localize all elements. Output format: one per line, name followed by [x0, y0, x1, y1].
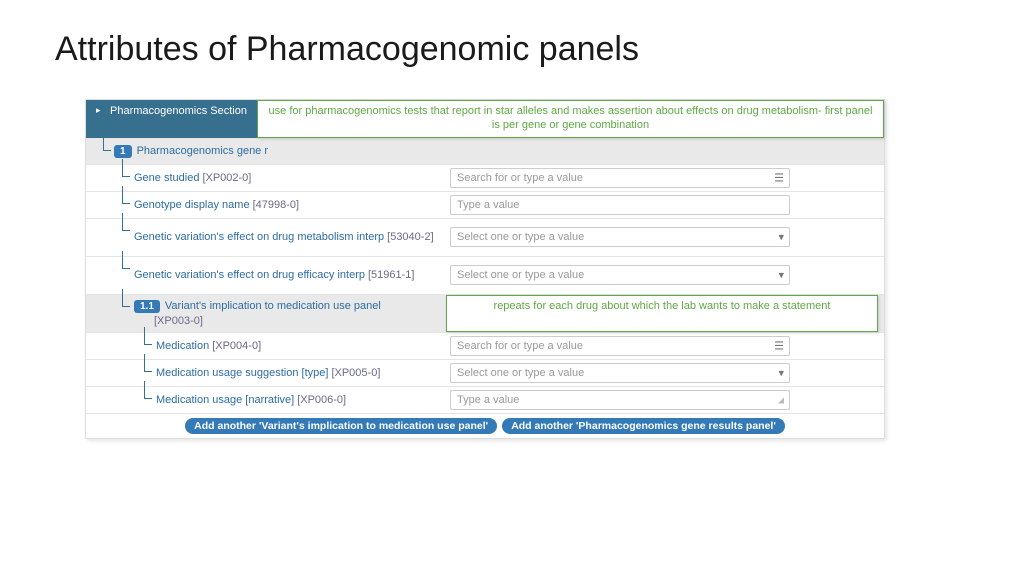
code-efficacy: [51961-1]	[368, 269, 414, 281]
placeholder-med-type: Select one or type a value	[457, 367, 584, 379]
chevron-down-icon: ▾	[778, 366, 784, 379]
placeholder-medication: Search for or type a value	[457, 340, 583, 352]
row-medication: Medication [XP004-0] Search for or type …	[86, 332, 884, 359]
row-gene: Gene studied [XP002-0] Search for or typ…	[86, 164, 884, 191]
code-metab: [53040-2]	[387, 231, 433, 243]
code-genotype: [47998-0]	[253, 199, 299, 211]
label-genotype: Genotype display name [47998-0]	[86, 192, 446, 218]
text-efficacy: Genetic variation's effect on drug effic…	[134, 269, 365, 281]
code-medication: [XP004-0]	[212, 340, 261, 352]
text-genotype: Genotype display name	[134, 199, 250, 211]
text-gene: Gene studied	[134, 172, 199, 184]
input-genotype[interactable]: Type a value	[450, 195, 790, 215]
list-icon: ☰	[774, 339, 784, 352]
text-med-type: Medication usage suggestion [type]	[156, 367, 328, 379]
annotation-top: use for pharmacogenomics tests that repo…	[257, 100, 884, 138]
row-efficacy: Genetic variation's effect on drug effic…	[86, 256, 884, 294]
placeholder-efficacy: Select one or type a value	[457, 269, 584, 281]
select-metab[interactable]: Select one or type a value ▾	[450, 227, 790, 247]
form-panel: Pharmacogenomics Section use for pharmac…	[85, 99, 885, 439]
code-med-narr: [XP006-0]	[297, 394, 346, 406]
badge-1-1: 1.1	[134, 300, 160, 313]
placeholder-genotype: Type a value	[457, 199, 519, 211]
badge-1: 1	[114, 145, 132, 158]
label-med-narr: Medication usage [narrative] [XP006-0]	[86, 387, 446, 413]
label-metab: Genetic variation's effect on drug metab…	[86, 219, 446, 256]
select-med-type[interactable]: Select one or type a value ▾	[450, 363, 790, 383]
row-med-type: Medication usage suggestion [type] [XP00…	[86, 359, 884, 386]
code-gene: [XP002-0]	[202, 172, 251, 184]
list-icon: ☰	[774, 171, 784, 184]
page-title: Attributes of Pharmacogenomic panels	[55, 30, 969, 69]
panel-1-spacer	[446, 139, 794, 164]
chevron-down-icon: ▾	[778, 269, 784, 282]
row-metab: Genetic variation's effect on drug metab…	[86, 218, 884, 256]
panel-1-text: Pharmacogenomics gene r	[137, 145, 268, 157]
row-genotype: Genotype display name [47998-0] Type a v…	[86, 191, 884, 218]
placeholder-med-narr: Type a value	[457, 394, 519, 406]
code-panel11: [XP003-0]	[154, 315, 203, 327]
panel-1-1-text: Variant's implication to medication use …	[165, 300, 381, 312]
text-med-narr: Medication usage [narrative]	[156, 394, 294, 406]
panel-1-label: 1 Pharmacogenomics gene r	[86, 139, 446, 164]
panel-row-1: 1 Pharmacogenomics gene r	[86, 138, 884, 164]
text-medication: Medication	[156, 340, 209, 352]
label-efficacy: Genetic variation's effect on drug effic…	[86, 257, 446, 294]
add-variant-button[interactable]: Add another 'Variant's implication to me…	[185, 418, 497, 434]
annotation-variant: repeats for each drug about which the la…	[446, 295, 878, 332]
panel-1-1-label: 1.1 Variant's implication to medication …	[86, 295, 446, 332]
footer-row: Add another 'Variant's implication to me…	[86, 413, 884, 438]
section-header[interactable]: Pharmacogenomics Section	[86, 100, 257, 138]
textarea-med-narr[interactable]: Type a value ◢	[450, 390, 790, 410]
section-header-row: Pharmacogenomics Section use for pharmac…	[86, 100, 884, 138]
label-medication: Medication [XP004-0]	[86, 333, 446, 359]
resize-icon: ◢	[778, 395, 784, 404]
label-gene: Gene studied [XP002-0]	[86, 165, 446, 191]
add-gene-button[interactable]: Add another 'Pharmacogenomics gene resul…	[502, 418, 785, 434]
label-med-type: Medication usage suggestion [type] [XP00…	[86, 360, 446, 386]
text-metab: Genetic variation's effect on drug metab…	[134, 231, 384, 243]
input-gene[interactable]: Search for or type a value ☰	[450, 168, 790, 188]
placeholder-metab: Select one or type a value	[457, 231, 584, 243]
panel-row-1-1: 1.1 Variant's implication to medication …	[86, 294, 884, 332]
placeholder-gene: Search for or type a value	[457, 172, 583, 184]
select-efficacy[interactable]: Select one or type a value ▾	[450, 265, 790, 285]
row-med-narr: Medication usage [narrative] [XP006-0] T…	[86, 386, 884, 413]
chevron-down-icon: ▾	[778, 231, 784, 244]
input-medication[interactable]: Search for or type a value ☰	[450, 336, 790, 356]
code-med-type: [XP005-0]	[331, 367, 380, 379]
